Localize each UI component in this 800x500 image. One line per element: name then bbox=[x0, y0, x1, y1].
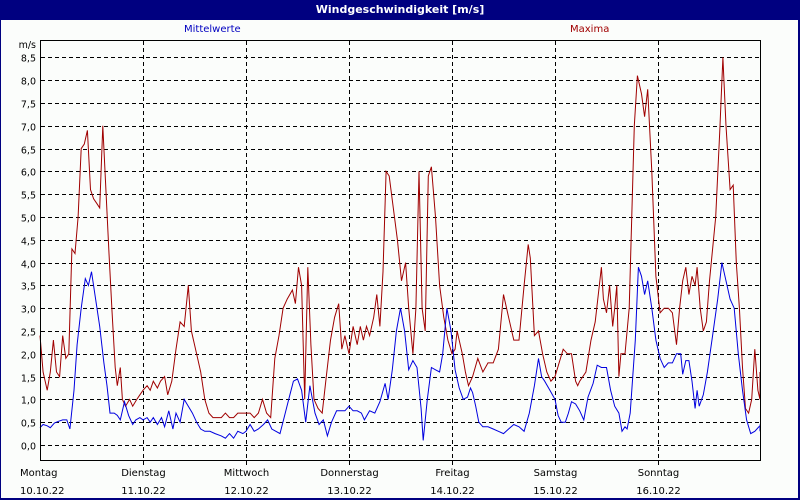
x-day-label: Samstag bbox=[534, 468, 578, 479]
y-tick-label: 2,0 bbox=[21, 351, 36, 362]
x-day-label: Dienstag bbox=[121, 468, 166, 479]
y-tick-label: 4,5 bbox=[21, 237, 36, 248]
x-date-label: 12.10.22 bbox=[224, 486, 269, 497]
x-axis-labels: Montag 10.10.22 Dienstag 11.10.22 Mittwoch 12… bbox=[20, 468, 681, 497]
x-day-label: Mittwoch bbox=[224, 468, 269, 479]
y-tick-label: 2,5 bbox=[21, 328, 36, 339]
y-tick-label: 5,5 bbox=[21, 191, 36, 202]
x-date-label: 16.10.22 bbox=[636, 486, 681, 497]
x-date-label: 14.10.22 bbox=[430, 486, 475, 497]
y-axis-unit: m/s bbox=[19, 40, 36, 51]
series-maxima-line bbox=[39, 57, 761, 419]
y-tick-label: 3,5 bbox=[21, 282, 36, 293]
x-date-label: 11.10.22 bbox=[121, 486, 166, 497]
y-axis-labels: 0,0 0,5 1,0 1,5 2,0 2,5 3,0 3,5 4,0 4,5 5,0 5,5 6,0 6… bbox=[19, 40, 36, 453]
grid-lines bbox=[41, 41, 760, 468]
y-tick-label: 5,0 bbox=[21, 214, 36, 225]
x-day-label: Donnerstag bbox=[320, 468, 378, 479]
x-day-label: Freitag bbox=[435, 468, 469, 479]
y-tick-label: 1,0 bbox=[21, 396, 36, 407]
x-day-label: Sonntag bbox=[638, 468, 680, 479]
y-tick-label: 6,5 bbox=[21, 146, 36, 157]
x-date-label: 15.10.22 bbox=[533, 486, 578, 497]
y-tick-label: 8,5 bbox=[21, 54, 36, 65]
y-tick-label: 4,0 bbox=[21, 260, 36, 271]
x-day-label: Montag bbox=[20, 468, 57, 479]
y-tick-label: 3,0 bbox=[21, 305, 36, 316]
y-tick-label: 0,5 bbox=[21, 419, 36, 430]
y-tick-label: 7,5 bbox=[21, 100, 36, 111]
series-mittelwerte-line bbox=[39, 262, 761, 441]
legend-mittelwerte: Mittelwerte bbox=[184, 24, 241, 35]
legend-maxima: Maxima bbox=[570, 24, 610, 35]
y-tick-label: 6,0 bbox=[21, 168, 36, 179]
y-tick-label: 0,0 bbox=[21, 442, 36, 453]
chart-title: Windgeschwindigkeit [m/s] bbox=[315, 3, 485, 16]
x-date-label: 10.10.22 bbox=[20, 486, 65, 497]
y-tick-label: 1,5 bbox=[21, 374, 36, 385]
x-date-label: 13.10.22 bbox=[327, 486, 372, 497]
y-tick-label: 8,0 bbox=[21, 77, 36, 88]
plot-frame bbox=[40, 40, 761, 461]
y-tick-label: 7,0 bbox=[21, 123, 36, 134]
